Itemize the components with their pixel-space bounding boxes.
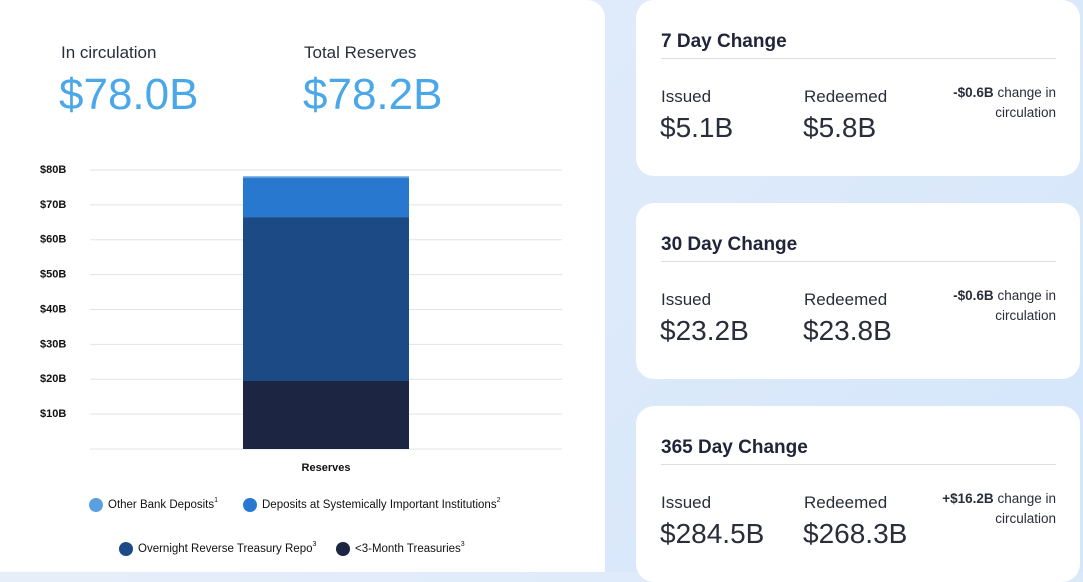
bar-segment — [243, 178, 409, 218]
divider — [661, 261, 1056, 262]
y-tick-label: $70B — [40, 199, 66, 211]
redeemed-value: $5.8B — [803, 112, 877, 143]
legend-footnote: 1 — [214, 497, 218, 504]
issued-label: Issued — [661, 87, 712, 106]
card-title: 365 Day Change — [661, 437, 808, 458]
y-tick-label: $60B — [40, 234, 66, 246]
legend-label: Deposits at Systemically Important Insti… — [262, 497, 501, 511]
redeemed-label: Redeemed — [804, 290, 888, 309]
change-note: -$0.6B change in circulation — [926, 83, 1056, 123]
change-text: change in circulation — [995, 491, 1056, 526]
bar-segment — [243, 176, 409, 179]
legend-footnote: 3 — [313, 541, 317, 548]
circulation-value: $78.0B — [59, 70, 199, 119]
legend-label: <3-Month Treasuries3 — [355, 541, 465, 555]
redeemed-value: $23.8B — [803, 315, 892, 346]
bar-segment — [243, 380, 409, 449]
legend-marker — [336, 542, 350, 556]
change-value: +$16.2B — [942, 491, 994, 506]
legend-marker — [89, 498, 103, 512]
y-tick-label: $80B — [40, 164, 66, 176]
legend-marker — [119, 542, 133, 556]
legend-name: Other Bank Deposits — [108, 499, 214, 511]
change-card: 30 Day Change Issued $23.2B Redeemed $23… — [636, 203, 1080, 379]
issued-value: $5.1B — [660, 112, 734, 143]
reserves-value: $78.2B — [303, 70, 443, 119]
change-value: -$0.6B — [953, 288, 994, 303]
issued-label: Issued — [661, 290, 712, 309]
y-tick-label: $50B — [40, 269, 66, 281]
card-title: 30 Day Change — [661, 234, 798, 255]
legend-name: Overnight Reverse Treasury Repo — [138, 543, 313, 555]
issued-value: $23.2B — [660, 315, 749, 346]
issued-value: $284.5B — [660, 518, 765, 549]
divider — [661, 58, 1056, 59]
y-tick-label: $40B — [40, 303, 66, 315]
legend-name: <3-Month Treasuries — [355, 543, 461, 555]
issued-label: Issued — [661, 493, 712, 512]
redeemed-value: $268.3B — [803, 518, 908, 549]
legend-name: Deposits at Systemically Important Insti… — [262, 499, 497, 511]
redeemed-label: Redeemed — [804, 493, 888, 512]
legend-label: Other Bank Deposits1 — [108, 497, 218, 511]
y-tick-label: $30B — [40, 338, 66, 350]
reserves-label: Total Reserves — [304, 43, 417, 62]
redeemed-label: Redeemed — [804, 87, 888, 106]
chart: $10B $20B $30B $40B $50B $60B $70B $80B Reserves… — [40, 164, 562, 556]
change-card: 365 Day Change Issued $284.5B Redeemed $… — [636, 406, 1080, 582]
change-note: -$0.6B change in circulation — [926, 286, 1056, 326]
legend-marker — [243, 498, 257, 512]
divider — [661, 464, 1056, 465]
change-text: change in circulation — [995, 85, 1056, 120]
legend-label: Overnight Reverse Treasury Repo3 — [138, 541, 317, 555]
legend-footnote: 2 — [497, 497, 501, 504]
change-value: -$0.6B — [953, 85, 994, 100]
circulation-label: In circulation — [61, 43, 157, 62]
y-tick-label: $10B — [40, 408, 66, 420]
change-text: change in circulation — [995, 288, 1056, 323]
bar-segment — [243, 217, 409, 381]
card-title: 7 Day Change — [661, 31, 787, 52]
change-note: +$16.2B change in circulation — [926, 489, 1056, 529]
change-card: 7 Day Change Issued $5.1B Redeemed $5.8B… — [636, 0, 1080, 176]
reserves-panel: In circulation $78.0B Total Reserves $78… — [59, 43, 443, 119]
x-tick-label: Reserves — [302, 462, 351, 474]
y-tick-label: $20B — [40, 373, 66, 385]
legend-footnote: 3 — [461, 541, 465, 548]
